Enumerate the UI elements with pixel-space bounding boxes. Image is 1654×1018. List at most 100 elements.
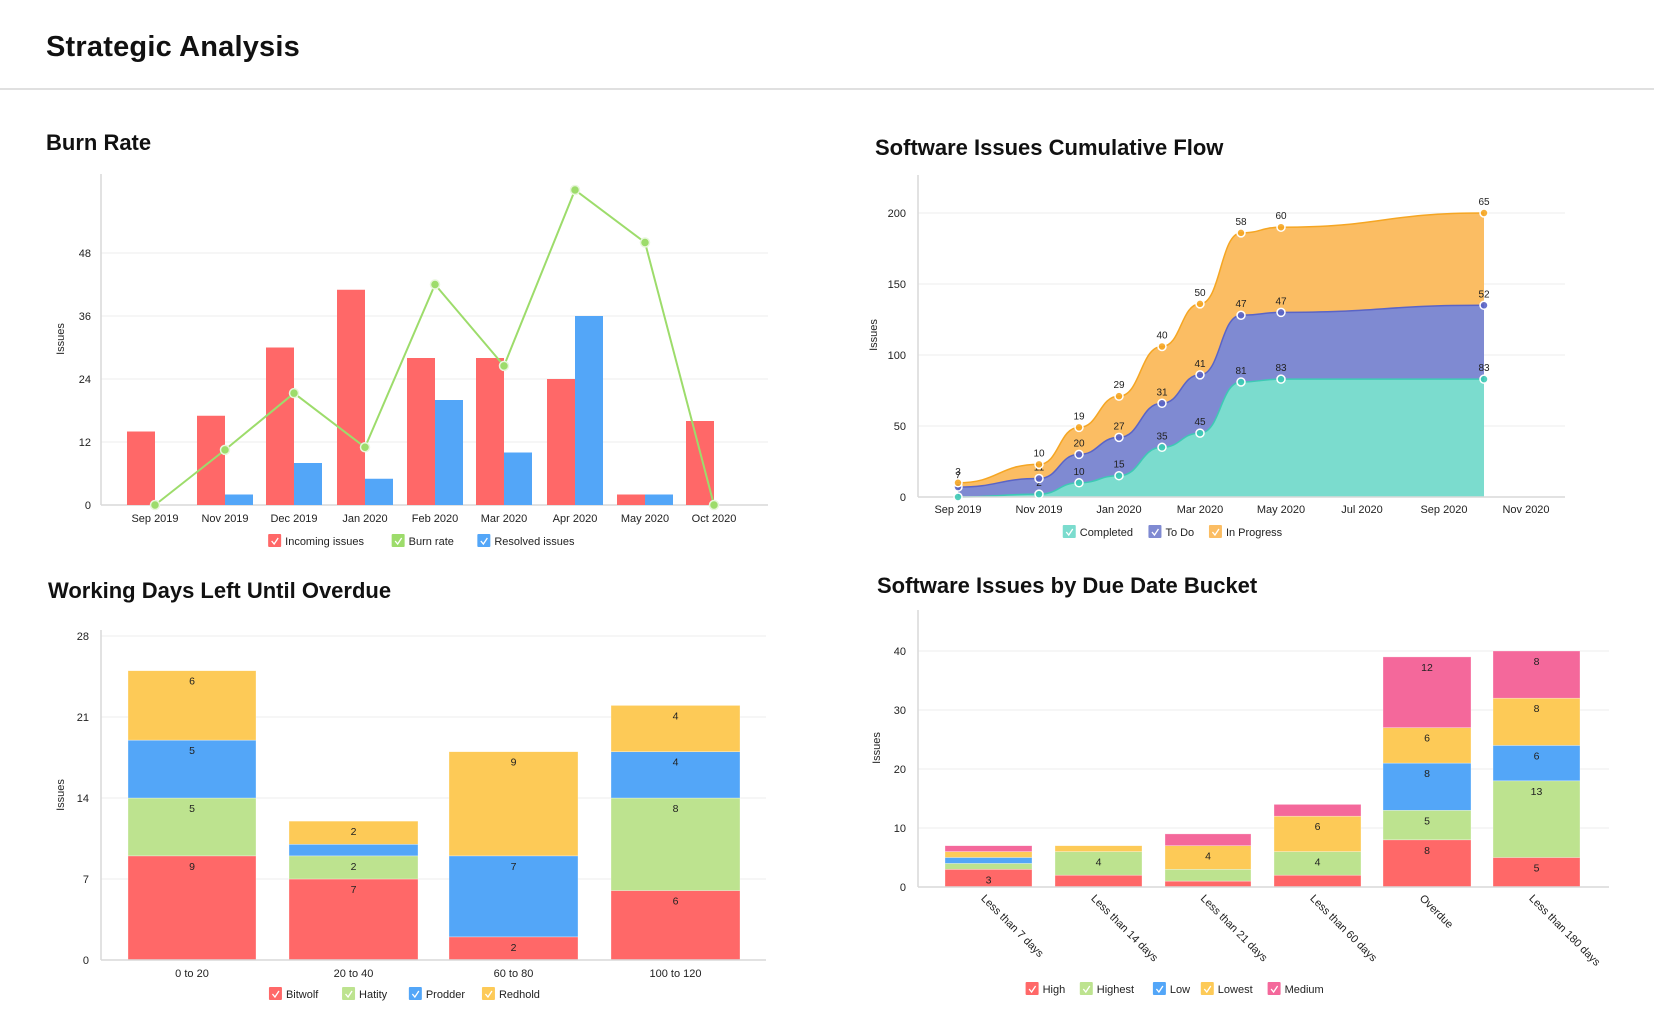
point-in-progress [1114,391,1124,401]
bar-segment-bitwolf [288,878,419,961]
y-axis-title: Issues [871,732,883,764]
legend-item-redhold[interactable]: Redhold [481,987,540,1001]
data-label: 10 [1073,467,1085,478]
burn-rate-point [639,237,651,248]
legend-item-hatity[interactable]: Hatity [342,987,388,1001]
x-tick-label: Less than 14 days [1088,893,1160,965]
data-label: 5 [189,803,195,815]
x-tick-label: Mar 2020 [1177,504,1223,516]
x-tick-label: Feb 2020 [412,513,458,525]
y-tick-label: 150 [888,279,906,291]
x-tick-label: Nov 2020 [1502,504,1549,516]
legend-swatch [481,987,495,1000]
legend-item-medium[interactable]: Medium [1267,982,1324,996]
legend-label: Highest [1097,984,1134,996]
data-label: 50 [1194,288,1206,299]
data-label: 60 [1275,211,1287,222]
burn-rate-point [429,279,441,290]
data-label: 5 [189,745,195,757]
x-tick-label: Jan 2020 [1096,504,1141,516]
y-tick-label: 48 [79,248,91,260]
point-in-progress [1479,208,1489,218]
legend-item-high[interactable]: High [1025,982,1066,996]
legend-label: Low [1170,984,1190,996]
legend-item-lowest[interactable]: Lowest [1200,982,1253,996]
point-to-do [1276,307,1286,318]
legend-item-incoming-issues[interactable]: Incoming issues [268,534,365,548]
cumulative-flow-legend: Completed To Do In Progress [1062,525,1283,539]
burn-rate-chart: 0 12 24 36 48 Sep 2019 Nov 2019 Dec 2019 Jan 202… [79,174,768,525]
bar-segment-highest [1492,780,1581,858]
x-tick-label: Less than 60 days [1307,893,1379,965]
data-label: 2 [351,861,357,873]
y-tick-label: 24 [79,374,91,386]
point-in-progress [1236,228,1246,238]
x-tick-label: 100 to 120 [650,968,702,980]
legend-swatch [1079,982,1093,995]
x-tick-label: Nov 2019 [201,513,248,525]
bar-segment-medium [1273,804,1362,817]
bar-segment-high [1164,880,1252,888]
y-tick-label: 7 [83,874,89,886]
data-label: 4 [1205,851,1211,863]
legend-item-prodder[interactable]: Prodder [408,987,465,1001]
point-to-do [1034,473,1044,484]
y-tick-label: 21 [77,712,89,724]
bar-segment-medium [944,845,1033,852]
legend-item-in-progress[interactable]: In Progress [1208,525,1283,539]
checkmark-icon [1211,528,1220,537]
legend-item-to-do[interactable]: To Do [1148,525,1194,539]
x-tick-label: Sep 2019 [131,513,178,525]
y-tick-label: 50 [894,421,906,433]
data-label: 8 [1424,768,1430,780]
legend-item-resolved-issues[interactable]: Resolved issues [477,534,575,548]
bar-segment-lowest [944,851,1033,858]
data-label: 7 [955,471,961,482]
data-label: 6 [189,676,195,688]
checkmark-icon [271,990,280,999]
point-to-do [1479,300,1489,311]
data-label: 8 [1534,656,1540,668]
cumulative-flow-title: Software Issues Cumulative Flow [875,135,1224,160]
data-label: 8 [1534,703,1540,715]
checkmark-icon [484,990,493,999]
y-tick-label: 36 [79,311,91,323]
bar-segment-highest [1164,868,1252,882]
x-tick-label: May 2020 [1257,504,1305,516]
legend-item-bitwolf[interactable]: Bitwolf [268,987,319,1001]
bar-resolved-issues [225,494,253,505]
legend-item-burn-rate[interactable]: Burn rate [391,534,454,548]
data-label: 83 [1275,363,1287,374]
data-label: 4 [673,757,679,769]
bar-segment-redhold [288,820,419,845]
data-label: 31 [1156,387,1168,398]
x-tick-label: Less than 7 days [978,893,1046,961]
data-label: 47 [1275,296,1287,307]
data-label: 40 [1156,330,1168,341]
area-completed [958,379,1484,497]
data-label: 6 [1315,821,1321,833]
line-completed [957,378,1484,498]
data-label: 8 [673,803,679,815]
bar-segment-low [1492,745,1581,782]
x-tick-label: Apr 2020 [553,513,598,525]
legend-swatch [477,534,491,547]
legend-item-completed[interactable]: Completed [1062,525,1133,539]
checkmark-icon [345,990,353,999]
point-completed [1236,377,1246,387]
y-axis-title: Issues [55,323,67,355]
point-in-progress [953,478,963,488]
point-completed [1114,470,1124,481]
bar-segment-bitwolf [127,855,257,961]
bar-resolved-issues [435,400,463,505]
x-tick-label: Oct 2020 [692,513,737,525]
legend-item-low[interactable]: Low [1152,982,1190,996]
y-tick-label: 0 [900,492,906,504]
data-label: 4 [1096,857,1102,869]
legend-swatch [1148,525,1162,538]
data-label: 45 [1194,417,1206,428]
legend-item-highest[interactable]: Highest [1079,982,1134,996]
bar-resolved-issues [575,316,603,505]
point-completed [1195,428,1205,438]
